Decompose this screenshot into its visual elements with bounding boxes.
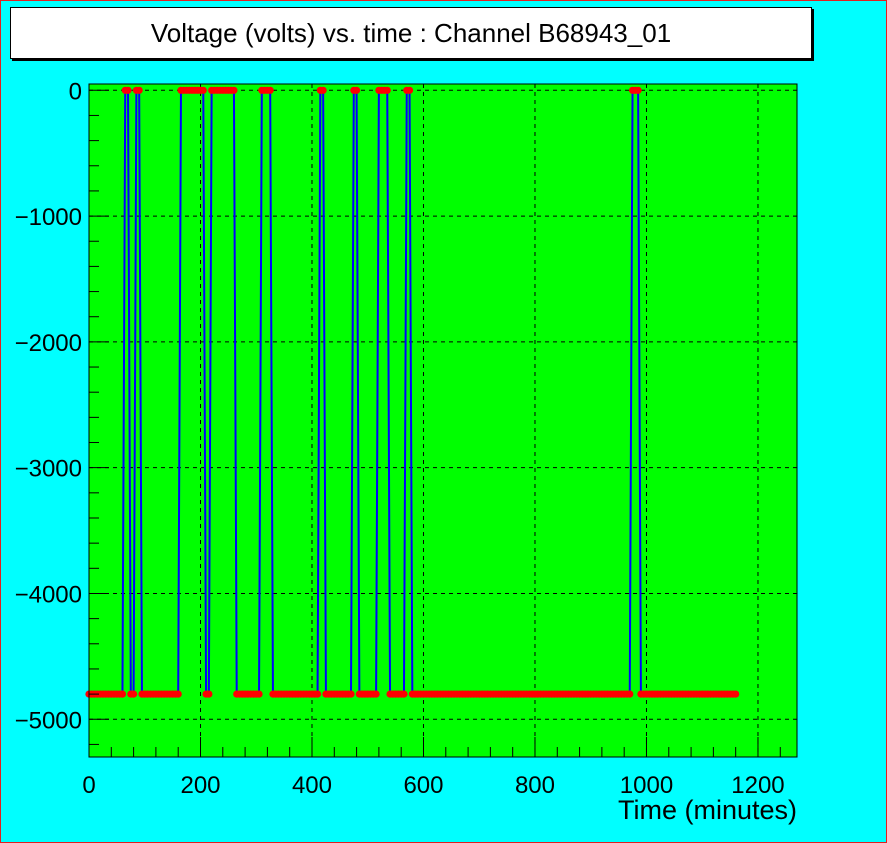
- data-point: [129, 690, 138, 698]
- x-tick-label: 1000: [620, 772, 673, 799]
- x-tick-label: 200: [180, 772, 220, 799]
- x-tick-label: 800: [515, 772, 555, 799]
- data-point: [352, 86, 361, 94]
- data-point: [383, 86, 391, 94]
- data-point: [347, 690, 355, 698]
- data-point: [405, 86, 414, 94]
- y-tick-label: −3000: [15, 456, 82, 483]
- x-tick-label: 1200: [731, 772, 784, 799]
- y-tick-label: −5000: [15, 707, 82, 734]
- x-axis-title: Time (minutes): [618, 795, 797, 825]
- plot-area: [89, 84, 797, 757]
- series-markers: [85, 86, 740, 698]
- data-point: [634, 86, 642, 94]
- data-point: [124, 86, 132, 94]
- x-tick-label: 600: [403, 772, 443, 799]
- data-point: [230, 86, 238, 94]
- x-tick-label: 400: [292, 772, 332, 799]
- y-tick-label: −2000: [15, 330, 82, 357]
- data-point: [199, 86, 207, 94]
- data-point: [205, 690, 213, 698]
- axis-ticks: [88, 89, 781, 757]
- data-point: [313, 690, 322, 698]
- chart-title: Voltage (volts) vs. time : Channel B6894…: [10, 7, 812, 59]
- data-point: [174, 690, 182, 698]
- y-tick-label: −4000: [15, 581, 82, 608]
- y-tick-label: 0: [69, 78, 82, 105]
- data-point: [255, 690, 263, 698]
- data-point: [732, 690, 740, 698]
- y-tick-label: −1000: [15, 204, 82, 231]
- data-point: [319, 86, 327, 94]
- grid-lines: [89, 84, 797, 757]
- data-point: [118, 690, 127, 698]
- chart-title-text: Voltage (volts) vs. time : Channel B6894…: [150, 17, 672, 48]
- data-point: [266, 86, 274, 94]
- x-tick-label: 0: [82, 772, 95, 799]
- plot-frame: [88, 83, 798, 758]
- data-point: [135, 86, 143, 94]
- data-point: [626, 690, 634, 698]
- data-point: [400, 690, 408, 698]
- data-point: [372, 690, 380, 698]
